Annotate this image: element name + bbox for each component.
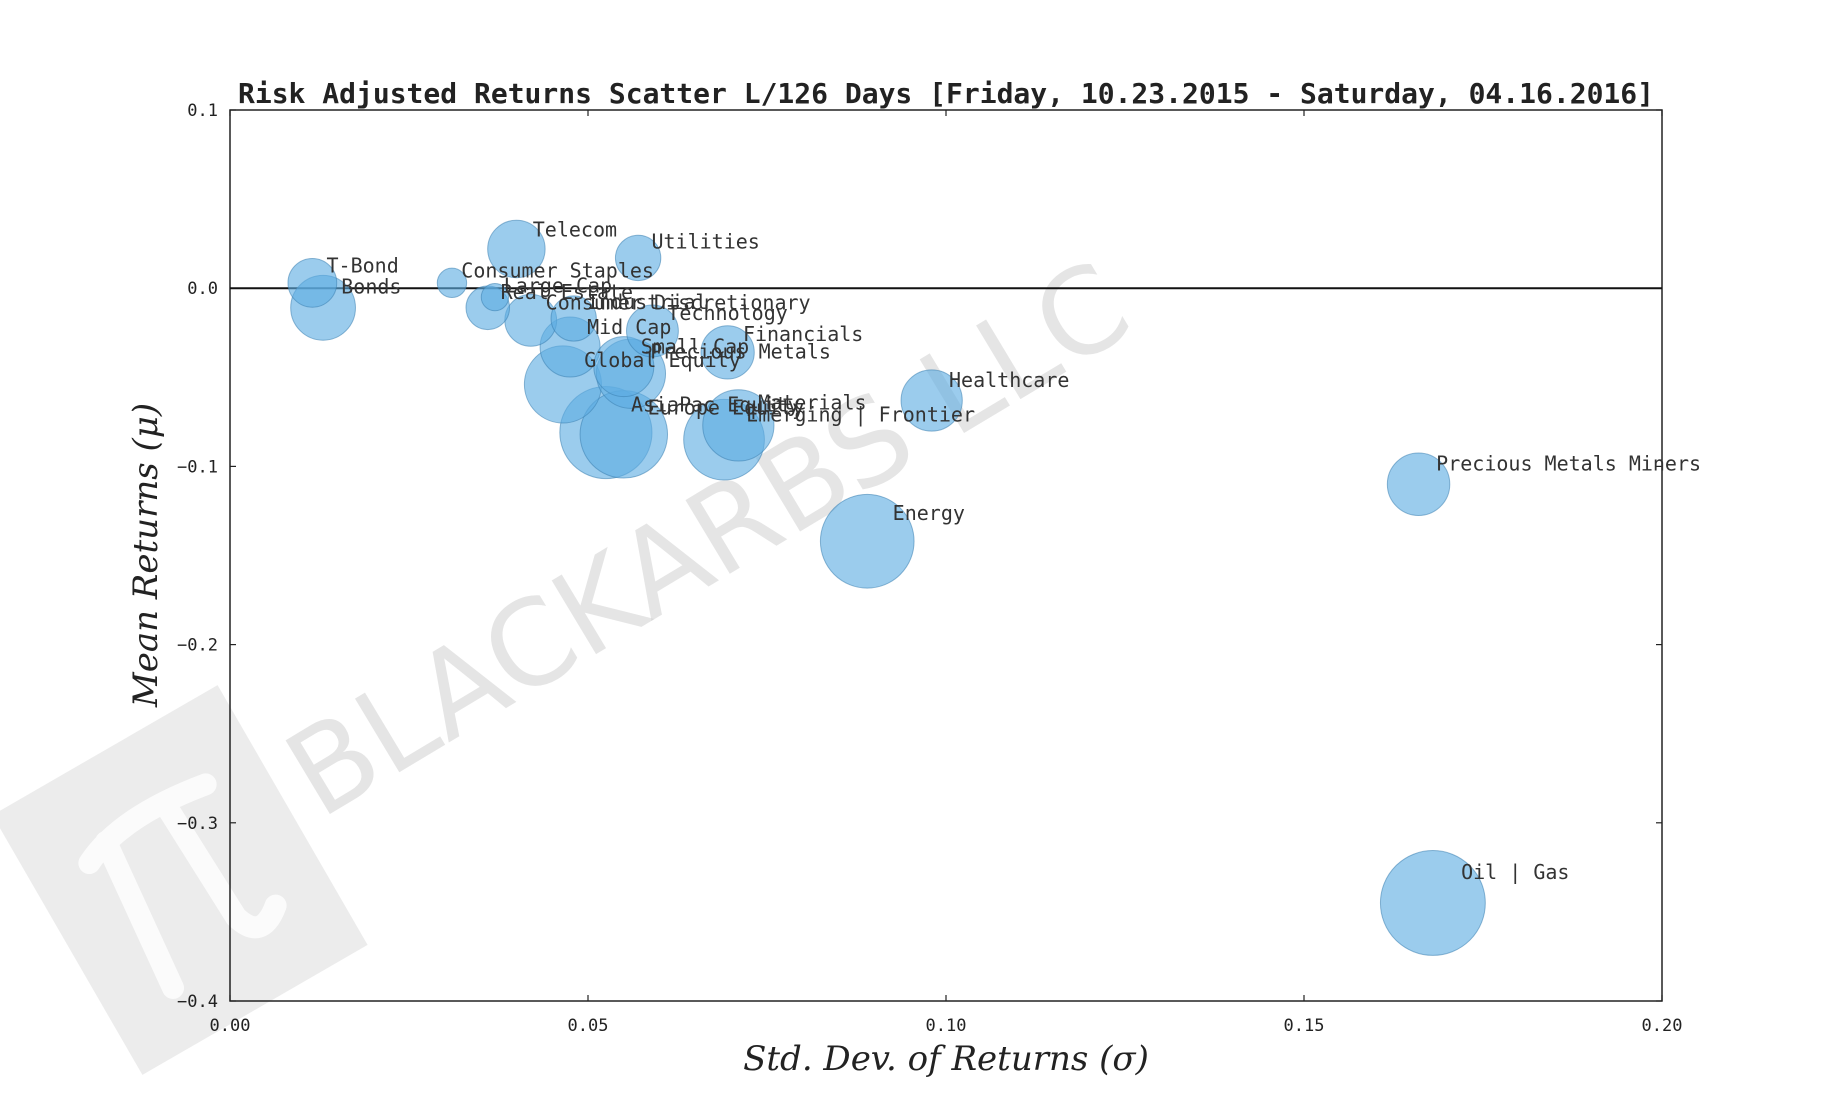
data-point[interactable]	[702, 389, 775, 462]
y-tick-label: −0.1	[177, 457, 218, 477]
point-label: Emerging | Frontier	[746, 402, 975, 426]
data-point[interactable]	[287, 257, 338, 308]
data-point[interactable]	[614, 234, 662, 282]
point-label: Precious Metals Miners	[1436, 452, 1701, 476]
x-tick-label: 0.05	[568, 1016, 609, 1036]
point-label: Consumer Discretionary	[546, 290, 811, 314]
point-label: Mid Cap	[587, 315, 671, 339]
x-tick-label: 0.10	[926, 1016, 967, 1036]
point-label: T-Bond	[327, 254, 399, 278]
data-point[interactable]	[1386, 452, 1451, 516]
data-point[interactable]	[480, 282, 510, 312]
point-label: Technology	[667, 301, 787, 325]
x-axis-label: Std. Dev. of Returns (σ)	[743, 1039, 1149, 1079]
point-label: Materials	[758, 391, 866, 415]
y-tick-label: −0.3	[177, 814, 218, 834]
point-label: Utilities	[651, 230, 759, 254]
data-point[interactable]	[900, 369, 963, 432]
point-label: Financials	[743, 322, 863, 346]
data-point[interactable]	[550, 295, 597, 342]
point-label: Oil | Gas	[1461, 860, 1569, 884]
point-label: Europe Equity	[648, 395, 805, 419]
chart-title: Risk Adjusted Returns Scatter L/126 Days…	[238, 77, 1654, 110]
point-label: Bonds	[341, 275, 401, 299]
point-label: Global Equity	[584, 348, 741, 372]
data-point[interactable]	[700, 325, 755, 380]
bubbles	[287, 219, 1486, 956]
point-label: Precious Metals	[650, 339, 831, 363]
data-point[interactable]	[819, 493, 915, 589]
point-label: Small Cap	[641, 335, 749, 359]
point-label: Healthcare	[949, 368, 1069, 392]
point-label: Industrial	[587, 290, 707, 314]
data-point[interactable]	[487, 219, 546, 279]
x-tick-label: 0.20	[1642, 1016, 1683, 1036]
point-label: Energy	[893, 501, 965, 525]
y-tick-label: 0.1	[187, 101, 218, 121]
point-label: Telecom	[533, 218, 617, 242]
watermark-logo-icon	[0, 685, 368, 1075]
x-tick-label: 0.15	[1284, 1016, 1325, 1036]
y-tick-label: −0.2	[177, 636, 218, 656]
data-point[interactable]	[436, 267, 468, 299]
x-tick-label: 0.00	[210, 1016, 251, 1036]
y-axis-label: Mean Returns (μ)	[126, 403, 166, 708]
y-tick-label: 0.0	[187, 279, 218, 299]
axis-ticks: 0.00 0.05 0.10 0.15 0.20 0.1 0.0 −0.1 −0.2 −0.3 −0…	[177, 101, 1682, 1036]
watermark-text: BLACKARBS LLC	[263, 235, 1151, 844]
data-point[interactable]	[626, 304, 679, 358]
point-label: AsiaPac Equity	[631, 393, 800, 417]
y-tick-label: −0.4	[177, 992, 218, 1012]
point-label: Large Cap	[504, 273, 612, 297]
data-point[interactable]	[1379, 850, 1486, 956]
point-label: Consumer Staples	[461, 259, 654, 283]
point-label: Real Estate	[501, 280, 633, 304]
